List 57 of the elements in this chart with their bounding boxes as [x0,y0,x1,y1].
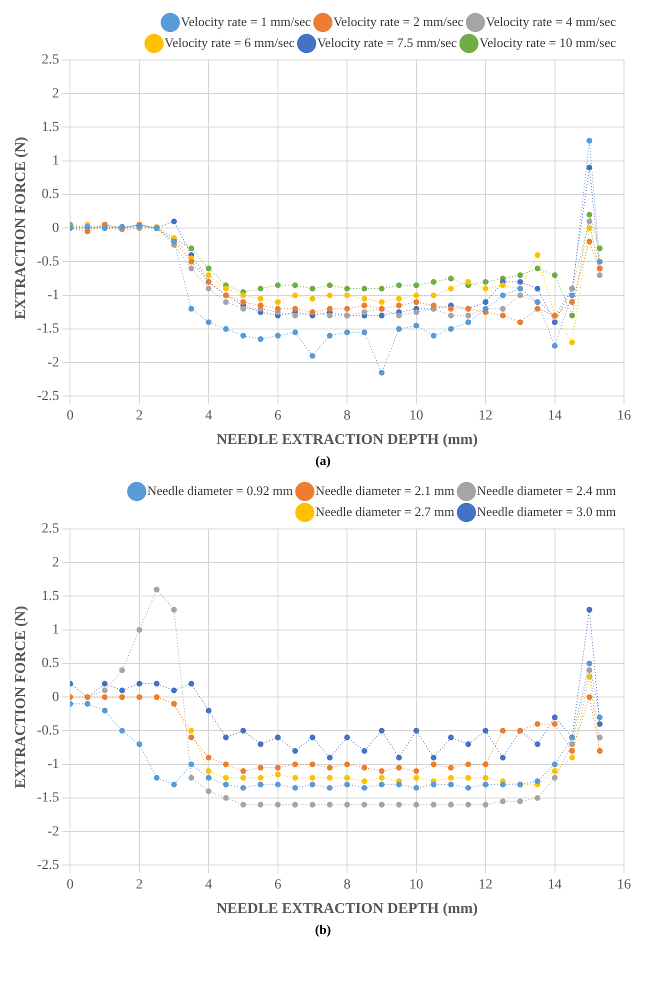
x-tick-label: 6 [274,877,282,892]
x-tick-label: 10 [409,408,424,424]
x-tick-label: 8 [344,408,351,424]
legend-label: Velocity rate = 10 mm/sec [479,34,616,50]
x-tick-label: 16 [617,408,631,424]
x-axis-title: NEEDLE EXTRACTION DEPTH (mm) [216,432,478,448]
x-tick-label: 0 [66,877,74,892]
text: (a) [314,453,332,469]
x-tick-label: 16 [617,877,631,892]
legend-label: Velocity rate = 2 mm/sec [333,14,464,29]
y-tick-label: -1.5 [36,790,60,806]
y-axis-title: EXTRACTION FORCE (N) [12,136,29,320]
x-tick-label: 14 [548,408,562,424]
x-tick-label: 8 [344,877,351,892]
x-tick-label: 4 [205,877,212,892]
legend-label: Velocity rate = 4 mm/sec [486,14,616,29]
legend-label: Velocity rate = 1 mm/sec [180,14,312,29]
x-tick-label: 0 [66,408,74,424]
y-tick-label: 0.5 [42,656,60,672]
y-tick-label: 1.5 [42,588,60,604]
x-tick-label: 2 [136,408,143,424]
x-tick-label: 12 [478,877,493,892]
y-tick-label: -2.5 [36,858,60,873]
y-tick-label: -1 [47,288,60,304]
y-tick-label: -1.5 [36,322,60,337]
y-tick-label: 0 [52,220,60,236]
y-tick-label: -1 [47,757,60,772]
y-tick-label: -0.5 [36,723,60,738]
y-tick-label: -2.5 [36,388,60,404]
y-tick-label: 2 [52,86,60,102]
x-tick-label: 12 [478,408,493,424]
y-tick-label: 1.5 [42,120,60,135]
y-tick-label: 2 [52,555,60,570]
y-axis-title: EXTRACTION FORCE (N) [12,606,29,788]
x-tick-label: 6 [274,408,282,424]
x-tick-label: 4 [205,408,212,424]
legend-label: Needle diameter = 2.4 mm [476,482,616,498]
legend-label: Velocity rate = 6 mm/sec [164,34,295,50]
y-tick-label: 1 [52,154,60,169]
x-axis-title: NEEDLE EXTRACTION DEPTH (mm) [216,900,478,917]
y-tick-label: 0 [52,690,60,705]
legend-label: Needle diameter = 3.0 mm [476,504,616,519]
y-tick-label: -2 [47,355,60,370]
y-tick-label: -2 [47,824,60,840]
x-tick-label: 2 [136,877,143,892]
text: (b) [314,922,332,938]
legend-label: Needle diameter = 0.92 mm [147,482,293,498]
legend-label: Needle diameter = 2.1 mm [315,482,454,498]
legend-label: Needle diameter = 2.7 mm [315,504,454,519]
y-tick-label: 2.5 [42,52,60,68]
y-tick-label: -0.5 [36,254,60,270]
y-tick-label: 2.5 [42,522,60,537]
y-tick-label: 0.5 [42,187,60,202]
x-tick-label: 14 [548,877,562,892]
x-tick-label: 10 [409,877,424,892]
legend-label: Velocity rate = 7.5 mm/sec [317,34,458,50]
y-tick-label: 1 [52,622,60,638]
